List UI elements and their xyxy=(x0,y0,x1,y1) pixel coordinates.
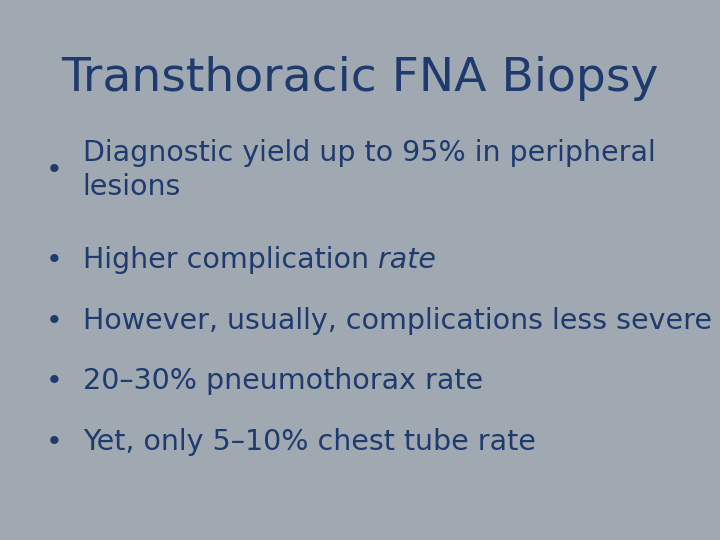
Text: Transthoracic FNA Biopsy: Transthoracic FNA Biopsy xyxy=(61,56,659,101)
Text: Higher complication: Higher complication xyxy=(83,246,378,274)
Text: Diagnostic yield up to 95% in peripheral
lesions: Diagnostic yield up to 95% in peripheral… xyxy=(83,139,655,201)
Text: •: • xyxy=(45,246,63,274)
Text: •: • xyxy=(45,367,63,395)
Text: Yet, only 5–10% chest tube rate: Yet, only 5–10% chest tube rate xyxy=(83,428,536,456)
Text: •: • xyxy=(45,156,63,184)
Text: rate: rate xyxy=(378,246,436,274)
Text: 20–30% pneumothorax rate: 20–30% pneumothorax rate xyxy=(83,367,483,395)
Text: •: • xyxy=(45,428,63,456)
Text: However, usually, complications less severe: However, usually, complications less sev… xyxy=(83,307,712,335)
Text: •: • xyxy=(45,307,63,335)
